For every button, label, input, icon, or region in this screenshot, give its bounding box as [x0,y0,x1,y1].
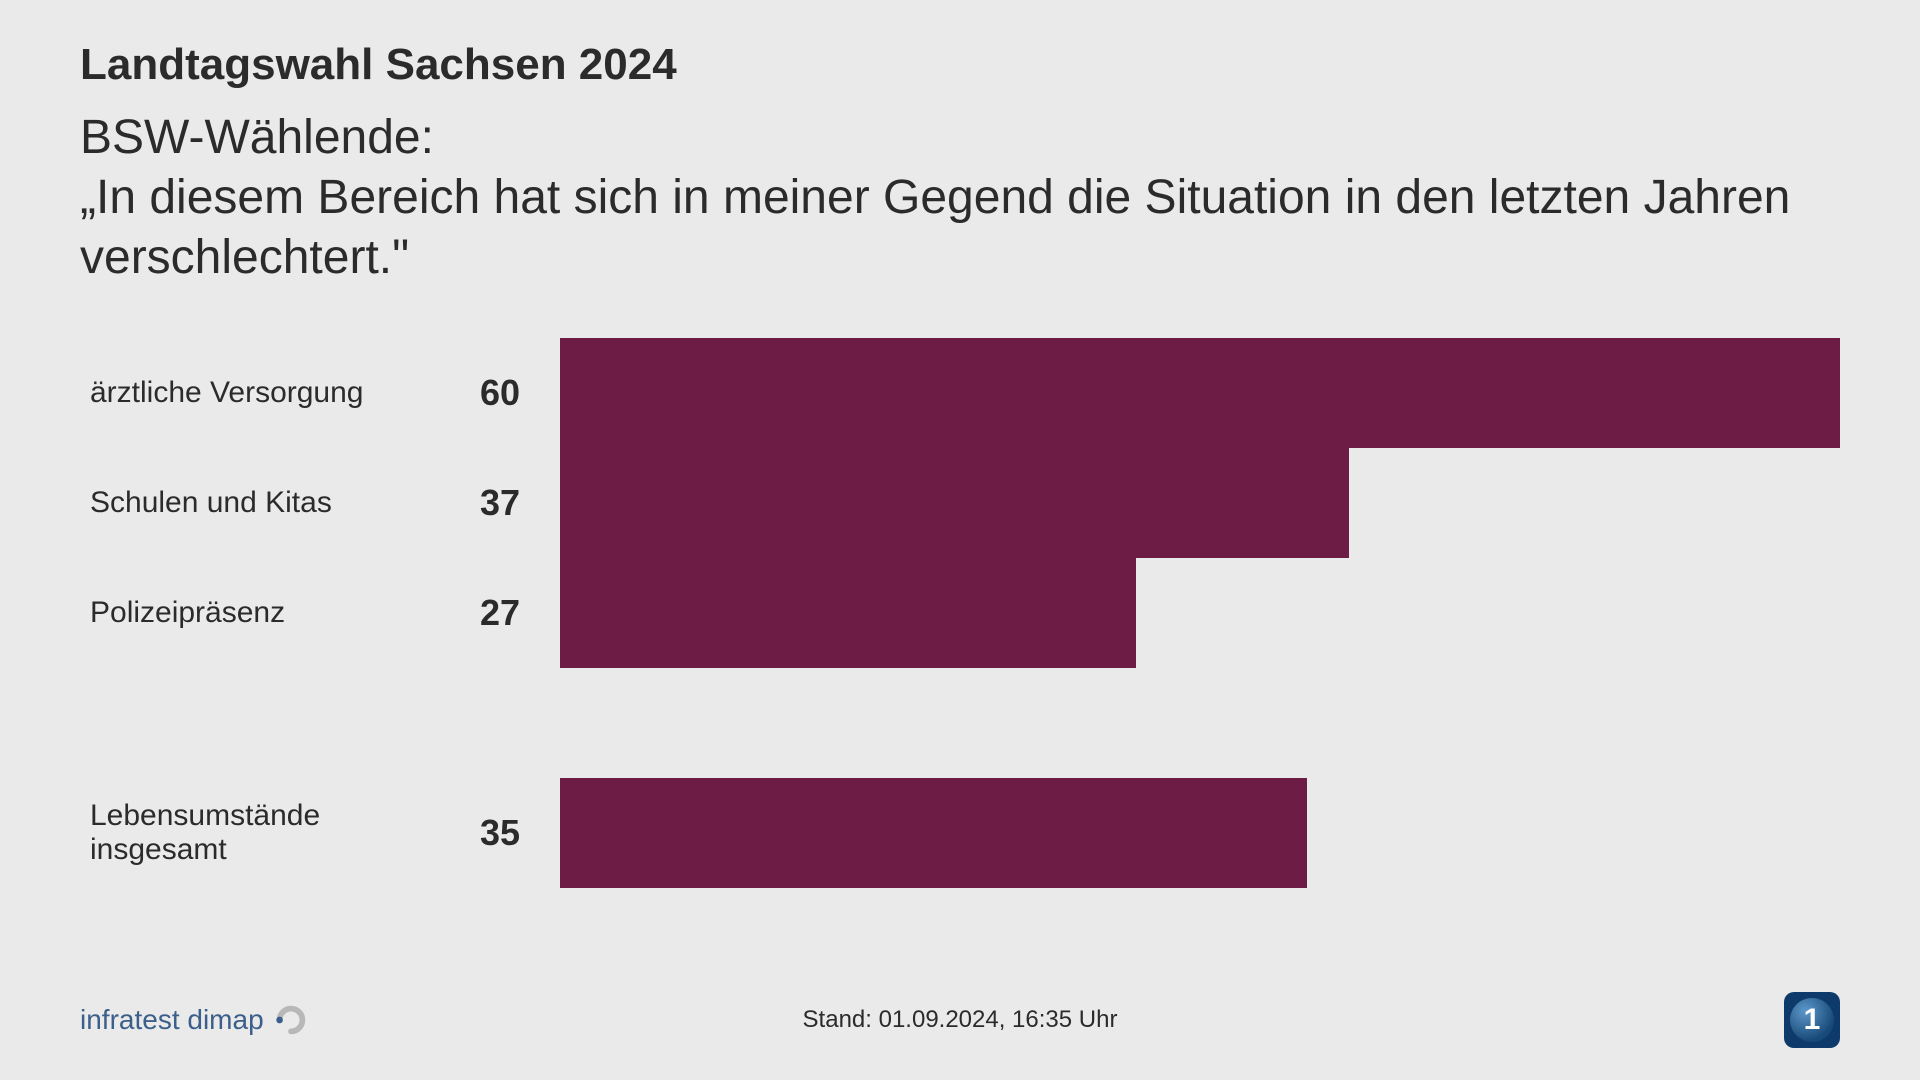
bar-value: 37 [460,482,560,524]
bar-fill [560,448,1349,558]
bar-track [560,778,1840,888]
chart-container: Landtagswahl Sachsen 2024 BSW-Wählende: … [0,0,1920,1080]
bar-row: Polizeipräsenz27 [80,558,1840,668]
timestamp-prefix: Stand: [803,1006,879,1033]
footer: infratest dimap Stand: 01.09.2024, 16:35… [80,990,1840,1050]
bar-fill [560,338,1840,448]
bar-value: 60 [460,372,560,414]
bar-row: ärztliche Versorgung60 [80,338,1840,448]
bar-fill [560,778,1307,888]
source-name: infratest dimap [80,1004,264,1036]
bar-label: Schulen und Kitas [80,486,460,520]
subtitle-line1: BSW-Wählende: [80,108,1840,168]
broadcaster-symbol: 1 [1804,1003,1821,1037]
source-logo-icon [272,1001,310,1039]
bar-label: ärztliche Versorgung [80,376,460,410]
bar-label: Polizeipräsenz [80,596,460,630]
bar-track [560,338,1840,448]
chart-separator-gap [80,668,1840,778]
bar-value: 35 [460,812,560,854]
timestamp: Stand: 01.09.2024, 16:35 Uhr [803,1006,1118,1034]
bar-track [560,558,1840,668]
chart-area: ärztliche Versorgung60Schulen und Kitas3… [80,338,1840,970]
bar-row: Schulen und Kitas37 [80,448,1840,558]
bar-track [560,448,1840,558]
bar-fill [560,558,1136,668]
bar-row: Lebensumstände insgesamt35 [80,778,1840,888]
subtitle-line2: „In diesem Bereich hat sich in meiner Ge… [80,168,1840,288]
timestamp-value: 01.09.2024, 16:35 Uhr [879,1006,1118,1033]
bar-label: Lebensumstände insgesamt [80,799,460,867]
bar-value: 27 [460,592,560,634]
broadcaster-logo: 1 [1784,992,1840,1048]
source-attribution: infratest dimap [80,1001,310,1039]
chart-subtitle: BSW-Wählende: „In diesem Bereich hat sic… [80,108,1840,288]
page-title: Landtagswahl Sachsen 2024 [80,40,1840,90]
